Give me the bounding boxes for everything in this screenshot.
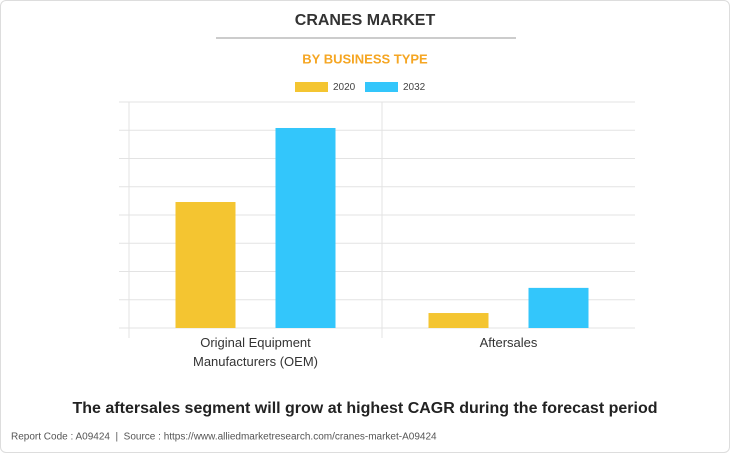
caption: The aftersales segment will grow at high… bbox=[73, 400, 658, 417]
bar bbox=[175, 202, 236, 328]
x-tick-label: Aftersales bbox=[479, 335, 538, 350]
chart-title: CRANES MARKET bbox=[295, 12, 436, 29]
chart-subtitle: BY BUSINESS TYPE bbox=[302, 51, 428, 66]
legend-label: 2032 bbox=[403, 82, 426, 93]
legend-swatch bbox=[365, 82, 398, 92]
x-tick-label: Original Equipment Manufacturers (OEM) bbox=[193, 335, 318, 369]
legend-swatch bbox=[295, 82, 328, 92]
bar bbox=[428, 313, 489, 328]
legend-label: 2020 bbox=[333, 82, 356, 93]
footer: Report Code : A09424 | Source : https://… bbox=[11, 432, 437, 443]
bar bbox=[275, 127, 336, 329]
bar bbox=[528, 287, 589, 328]
